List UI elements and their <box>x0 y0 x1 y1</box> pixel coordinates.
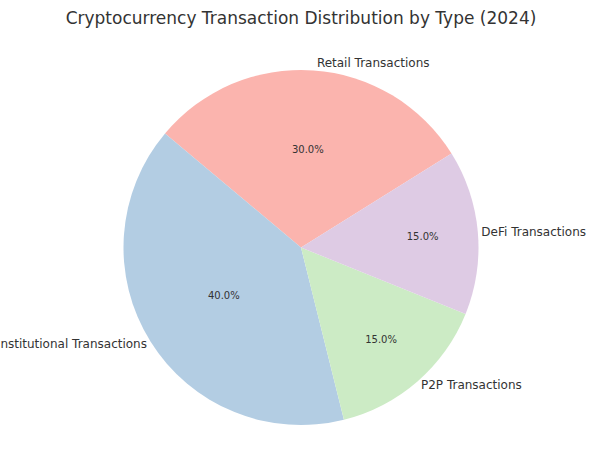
svg-text:30.0%: 30.0% <box>292 144 324 155</box>
svg-text:Retail Transactions: Retail Transactions <box>317 56 430 70</box>
svg-text:DeFi Transactions: DeFi Transactions <box>481 225 586 239</box>
svg-text:15.0%: 15.0% <box>407 231 439 242</box>
svg-text:Cryptocurrency Transaction Dis: Cryptocurrency Transaction Distribution … <box>66 8 537 28</box>
svg-text:Institutional Transactions: Institutional Transactions <box>0 337 147 351</box>
svg-text:40.0%: 40.0% <box>208 290 240 301</box>
svg-text:P2P Transactions: P2P Transactions <box>421 378 522 392</box>
svg-text:15.0%: 15.0% <box>365 334 397 345</box>
